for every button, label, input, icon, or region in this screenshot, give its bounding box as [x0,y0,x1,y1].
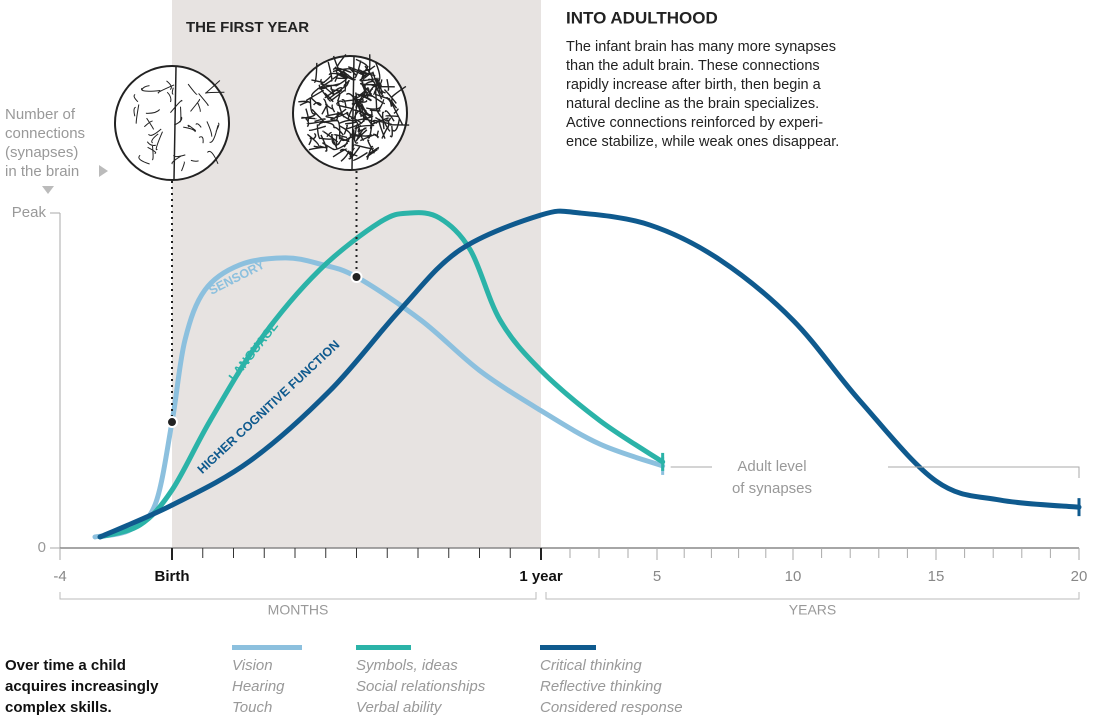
highlight-label: THE FIRST YEAR [186,19,309,36]
footnote-line: complex skills. [5,699,112,716]
legend-skill: Considered response [540,699,683,716]
x-tick-label: 5 [653,568,661,585]
y-axis-label: connections [5,125,85,142]
x-tick-label: Birth [155,568,190,585]
legend-skill: Verbal ability [356,699,443,716]
annotation-text: of synapses [732,480,812,497]
legend-swatch [356,645,411,650]
subtitle-line: than the adult brain. These connections [566,58,820,74]
legend-skill: Hearing [232,678,285,695]
legend-swatch [232,645,302,650]
legend-skill: Reflective thinking [540,678,662,695]
x-tick-label: 15 [928,568,945,585]
segment-label: MONTHS [268,602,329,618]
annotation-dot [352,272,362,282]
chart: THE FIRST YEAR INTO ADULTHOOD The infant b… [0,0,1097,716]
footnote-line: acquires increasingly [5,678,159,695]
segment-bracket [60,592,536,599]
arrow [42,186,54,194]
subtitle-line: The infant brain has many more synapses [566,39,836,55]
subtitle-line: rapidly increase after birth, then begin… [566,77,822,93]
arrow [99,165,108,177]
chart-title: INTO ADULTHOOD [566,8,718,27]
footnote-line: Over time a child [5,657,126,674]
y-tick-label: 0 [38,539,46,556]
x-tick-label: 10 [785,568,802,585]
segment-bracket [546,592,1079,599]
annotation-dot [167,417,177,427]
annotation-bracket [671,467,1079,478]
y-axis-label: (synapses) [5,144,78,161]
legend-skill: Critical thinking [540,657,642,674]
y-axis-label: in the brain [5,163,79,180]
legend-skill: Symbols, ideas [356,657,458,674]
x-tick-label: -4 [53,568,66,585]
segment-label: YEARS [789,602,836,618]
subtitle-line: natural decline as the brain specializes… [566,96,819,112]
legend-skill: Touch [232,699,272,716]
y-tick-label: Peak [12,204,47,221]
annotation-text: Adult level [737,458,806,475]
subtitle-line: Active connections reinforced by experi- [566,115,823,131]
y-axis-label: Number of [5,106,76,123]
legend-skill: Vision [232,657,273,674]
subtitle-line: ence stabilize, while weak ones disappea… [566,134,839,150]
legend-swatch [540,645,596,650]
x-tick-label: 20 [1071,568,1088,585]
x-tick-label: 1 year [519,568,563,585]
legend-skill: Social relationships [356,678,486,695]
